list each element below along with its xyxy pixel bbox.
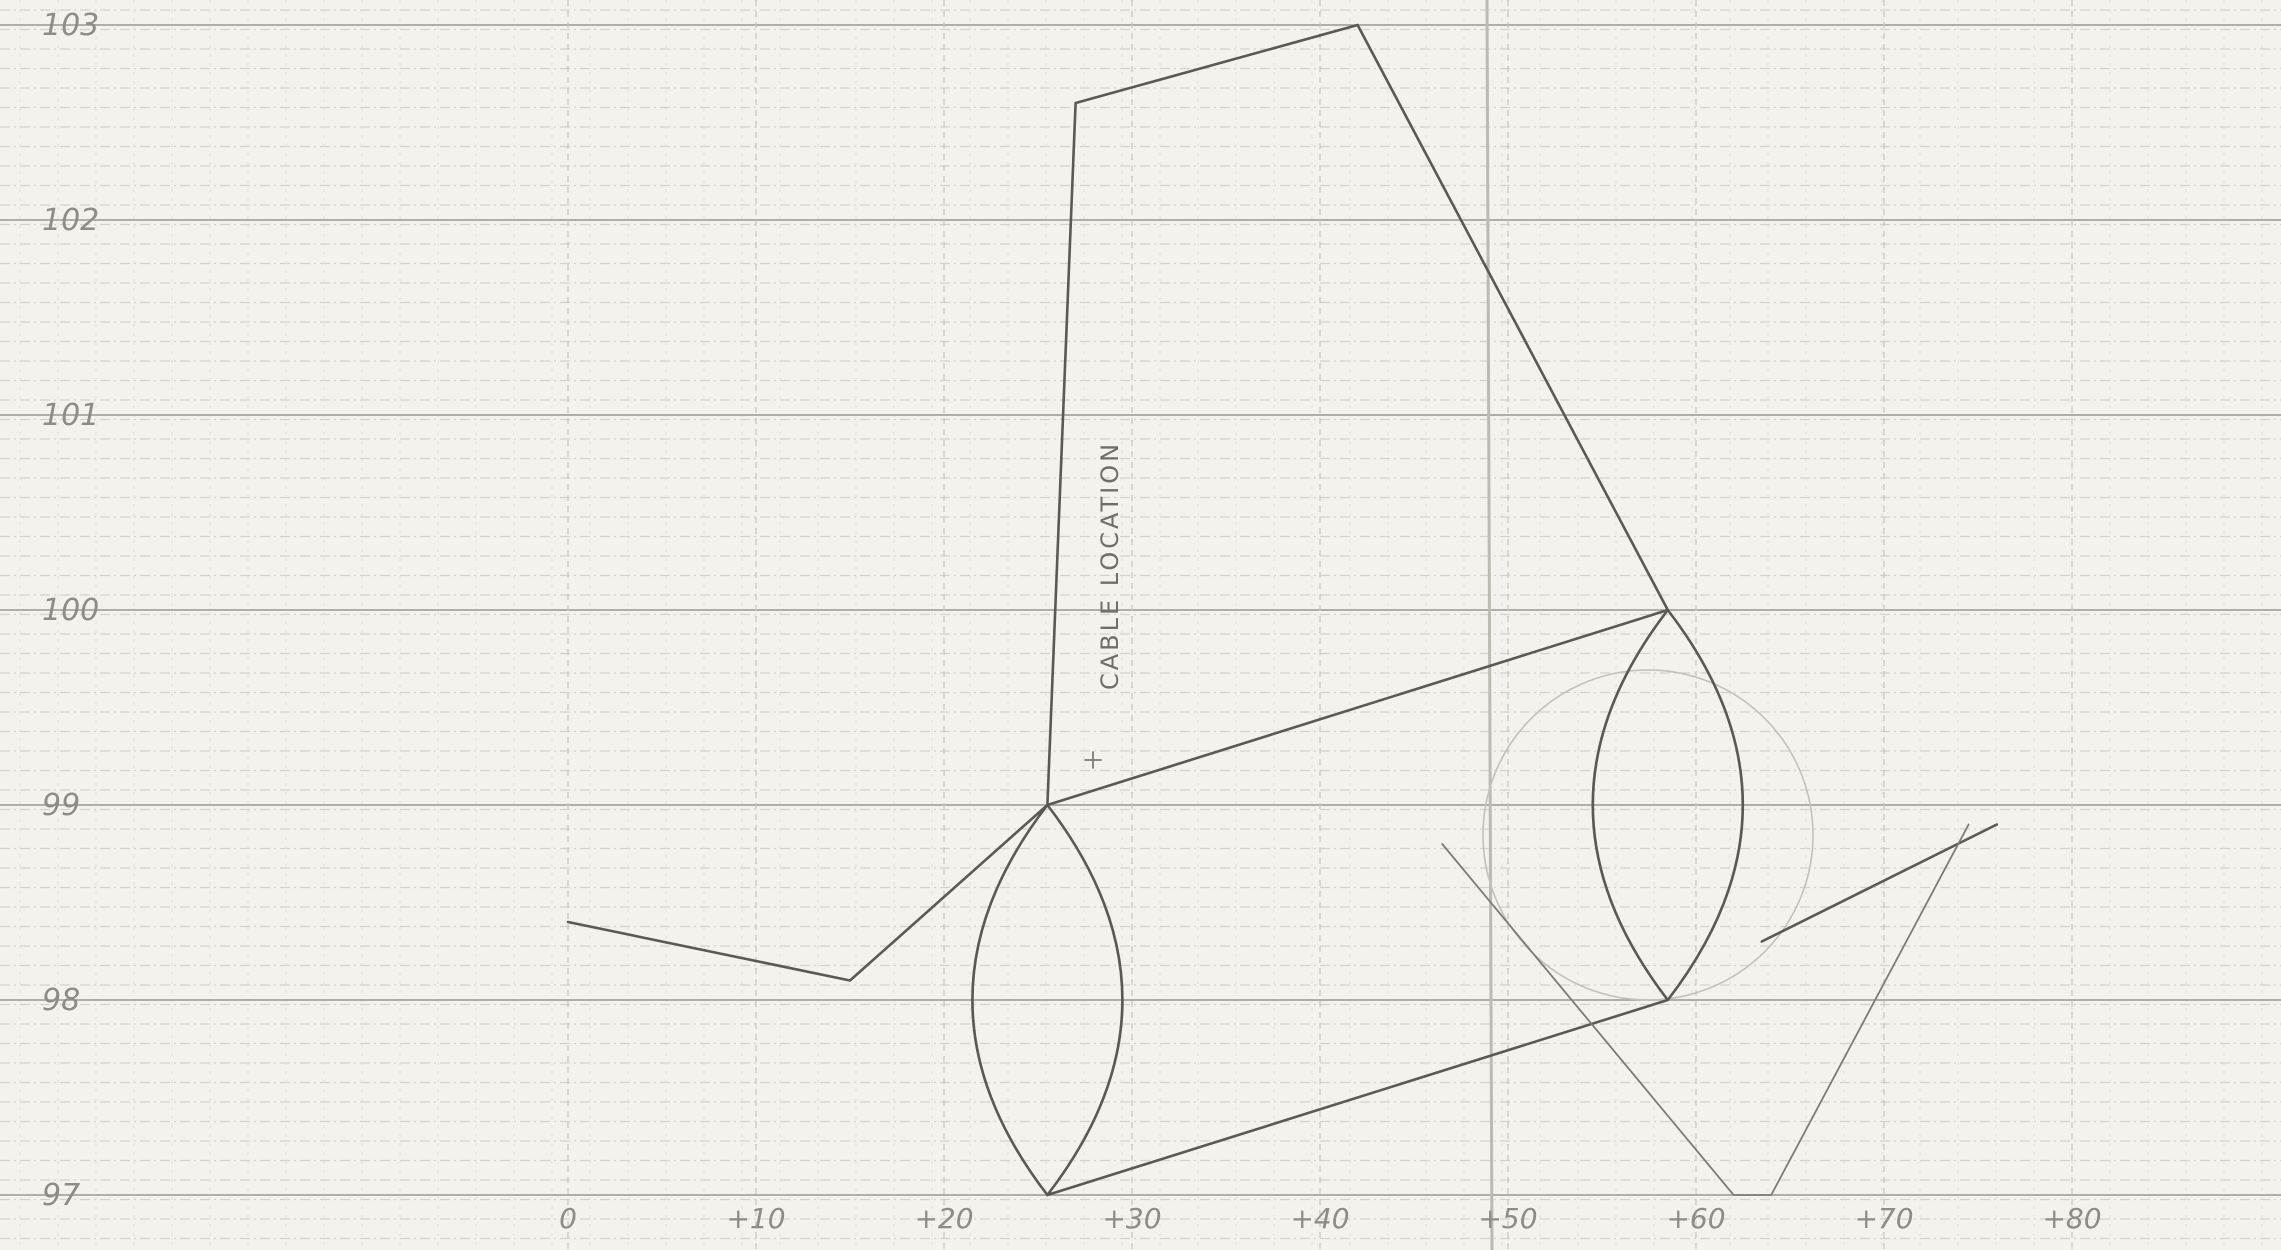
segment-left-ground <box>566 803 1049 982</box>
station-label: +50 <box>1478 1202 1537 1235</box>
faint-circle-sketch <box>1482 669 1814 1001</box>
segment-right-upper <box>1046 608 1670 807</box>
elevation-label: 99 <box>42 788 80 823</box>
paper-fold-line <box>1485 0 1494 1250</box>
segment-cable-vertical <box>1046 23 1670 807</box>
station-label: +70 <box>1854 1202 1913 1235</box>
station-label: +30 <box>1102 1202 1161 1235</box>
segment-right-lower <box>1046 998 1670 1197</box>
segment-right-ground <box>1760 823 1999 943</box>
elevation-label: 101 <box>42 398 99 433</box>
segment-v-ditch <box>1441 823 1970 1196</box>
elevation-label: 103 <box>42 8 99 43</box>
elevation-axis-labels: 103 102 101 100 99 98 97 <box>42 8 99 1213</box>
cable-location-label: CABLE LOCATION <box>1096 441 1124 690</box>
station-label: +10 <box>726 1202 785 1235</box>
station-label: +20 <box>914 1202 973 1235</box>
station-label: +60 <box>1666 1202 1725 1235</box>
profile-segments <box>566 23 1999 1197</box>
elevation-label: 100 <box>42 593 99 628</box>
station-label: +40 <box>1290 1202 1349 1235</box>
elevation-label: 98 <box>42 983 80 1018</box>
elevation-label: 102 <box>42 203 99 238</box>
station-axis-labels: 0 +10 +20 +30 +40 +50 +60 +70 +80 <box>559 1202 2101 1235</box>
profile-drawing <box>566 23 1999 1197</box>
station-label: +80 <box>2042 1202 2101 1235</box>
elevation-label: 97 <box>42 1178 80 1213</box>
station-label: 0 <box>559 1202 577 1235</box>
